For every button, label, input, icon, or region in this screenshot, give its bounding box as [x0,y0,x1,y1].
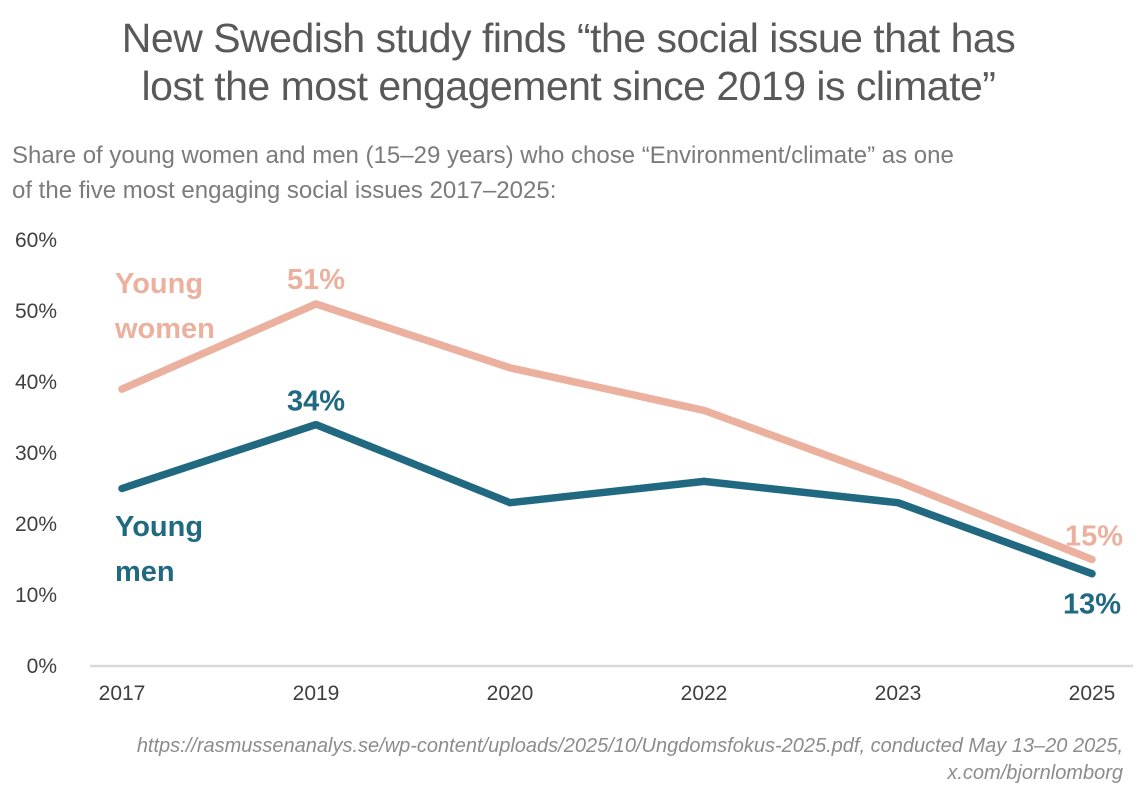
point-value-label: 15% [1065,521,1123,553]
y-axis-tick-label: 20% [15,513,57,536]
chart-title-line2: lost the most engagement since 2019 is c… [141,63,996,110]
chart-svg: 0% 10% 20% 30% 40% 50% 60% 2017 2019 2020 2022 2023… [15,229,1133,705]
series-inline-label-young-women: Young [115,268,203,300]
series-inline-label-young-women: women [114,313,215,345]
y-axis-tick-label: 30% [15,442,57,465]
source-citation: https://rasmussenanalys.se/wp-content/up… [0,733,1123,787]
x-axis-tick-label: 2022 [681,682,728,705]
chart-subtitle-line2: of the five most engaging social issues … [12,176,557,204]
x-axis-tick-label: 2019 [293,682,340,705]
chart-subtitle: Share of young women and men (15–29 year… [12,139,1129,209]
y-axis-tick-label: 60% [15,229,57,252]
series-line-young-women [118,300,1096,564]
x-axis-tick-label: 2023 [875,682,922,705]
source-citation-line2: x.com/bjornlomborg [947,762,1123,784]
chart-title: New Swedish study finds “the social issu… [0,14,1137,111]
chart-title-line1: New Swedish study finds “the social issu… [121,15,1016,61]
point-value-label: 34% [287,386,345,418]
series-inline-label-young-men: Young [115,511,203,543]
point-value-label: 51% [287,264,345,296]
y-axis-tick-label: 40% [15,371,57,394]
source-citation-line1: https://rasmussenanalys.se/wp-content/up… [136,735,1123,757]
series-inline-label-young-men: men [115,556,175,588]
x-axis-tick-label: 2020 [487,682,534,705]
chart-subtitle-line1: Share of young women and men (15–29 year… [12,142,954,169]
series-line-young-men [118,420,1096,578]
x-axis-tick-label: 2017 [99,682,146,705]
y-axis-tick-label: 0% [27,655,57,678]
point-value-label: 13% [1063,589,1121,621]
x-axis-tick-label: 2025 [1069,682,1116,705]
line-chart: 0% 10% 20% 30% 40% 50% 60% 2017 2019 2020 2022 2023… [0,220,1137,720]
y-axis-tick-label: 10% [15,584,57,607]
y-axis-tick-label: 50% [15,300,57,323]
